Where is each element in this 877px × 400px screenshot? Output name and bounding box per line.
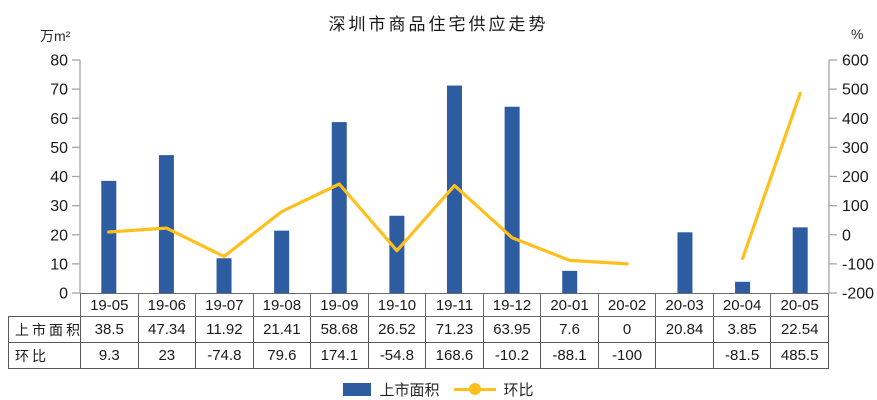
bar-19-06	[158, 155, 174, 293]
legend-item-bar: 上市面积	[343, 379, 440, 400]
right-axis-tick-label: -100	[842, 256, 874, 273]
right-axis-tick-label: 300	[842, 140, 869, 157]
month-label: 19-08	[252, 293, 312, 317]
table-cell: -10.2	[482, 342, 542, 369]
month-label: 20-02	[597, 293, 657, 317]
bar-19-09	[331, 122, 347, 293]
month-label: 19-06	[137, 293, 197, 317]
legend-line-label: 环比	[503, 381, 534, 399]
table-cell: 23	[137, 342, 197, 369]
bar-20-01	[562, 270, 578, 293]
table-corner-cell	[9, 294, 81, 317]
table-cell: 9.3	[80, 342, 139, 369]
table-cell: 63.95	[482, 316, 542, 343]
table-cell: 11.92	[195, 316, 254, 343]
table-cell: -88.1	[540, 342, 599, 369]
table-cell	[655, 342, 714, 369]
bar-19-08	[274, 230, 290, 293]
month-label: 19-07	[195, 293, 254, 317]
right-axis-tick-label: 400	[842, 111, 869, 128]
right-axis-tick-label: 600	[842, 53, 869, 70]
line-series-segment	[107, 182, 629, 266]
right-axis-tick-label: -200	[842, 286, 874, 303]
table-cell: 174.1	[310, 342, 369, 369]
table-cell: -74.8	[195, 342, 254, 369]
table-cell: 0	[597, 316, 657, 343]
legend-bar-label: 上市面积	[379, 381, 440, 399]
legend-line-marker-icon	[453, 382, 496, 396]
line-series-segment	[740, 91, 802, 261]
left-axis-tick-label: 10	[50, 256, 68, 273]
month-label: 19-09	[310, 293, 369, 317]
table-cell: 3.85	[712, 316, 772, 343]
left-axis-tick-label: 30	[50, 198, 68, 215]
table-row-listed-area: 上市面积 38.5 47.34 11.92 21.41 58.68 26.52 71.23 63…	[8, 316, 829, 343]
table-cell: -100	[597, 342, 657, 369]
month-label: 20-04	[712, 293, 772, 317]
table-cell: 58.68	[310, 316, 369, 343]
month-label: 19-12	[482, 293, 542, 317]
table-cell: 7.6	[540, 316, 599, 343]
table-row-header: 环比	[8, 342, 81, 369]
right-axis-tick-label: 500	[842, 82, 869, 99]
table-cell: -54.8	[367, 342, 427, 369]
month-label: 19-10	[367, 293, 427, 317]
left-axis-tick-label: 70	[50, 82, 68, 99]
bar-20-03	[677, 232, 693, 293]
table-cell: 168.6	[425, 342, 484, 369]
table-row-mom-change: 环比 9.3 23 -74.8 79.6 174.1 -54.8 168.6 -10.2 -88.…	[8, 342, 829, 369]
bar-20-05	[792, 227, 808, 293]
left-axis-tick-label: 50	[50, 140, 68, 157]
bar-19-07	[216, 258, 232, 293]
bar-19-12	[504, 106, 520, 293]
table-cell: 26.52	[367, 316, 427, 343]
month-label: 20-05	[770, 293, 829, 317]
bar-20-04	[735, 281, 751, 293]
left-axis-tick-label: 80	[50, 53, 68, 70]
bar-19-11	[447, 85, 462, 293]
left-axis-tick-label: 0	[59, 286, 68, 303]
right-axis-tick-label: 0	[842, 227, 851, 244]
chart-title: 深圳市商品住宅供应走势	[328, 15, 549, 34]
left-axis-tick-label: 40	[50, 169, 68, 186]
legend: 上市面积 环比	[0, 378, 877, 400]
table-row-months: 19-05 19-06 19-07 19-08 19-09 19-10 19-11 19-12…	[9, 293, 829, 317]
month-label: 20-03	[655, 293, 714, 317]
month-label: 19-11	[425, 293, 484, 317]
table-cell: 485.5	[770, 342, 829, 369]
right-axis-unit: %	[851, 26, 864, 42]
legend-bar-swatch-icon	[343, 382, 372, 396]
bar-19-10	[389, 215, 405, 293]
left-axis-tick-label: 20	[50, 227, 68, 244]
data-table: 19-05 19-06 19-07 19-08 19-09 19-10 19-11 19-12…	[8, 293, 829, 369]
month-label: 19-05	[80, 293, 139, 317]
table-cell: 20.84	[655, 316, 714, 343]
table-cell: 71.23	[425, 316, 484, 343]
left-axis-unit: 万m²	[40, 28, 71, 44]
table-cell: 21.41	[252, 316, 312, 343]
right-axis-tick-label: 200	[842, 169, 869, 186]
left-axis-tick-label: 60	[50, 111, 68, 128]
legend-item-line: 环比	[453, 379, 534, 400]
month-label: 20-01	[540, 293, 599, 317]
table-cell: 47.34	[137, 316, 197, 343]
bar-19-05	[101, 180, 117, 293]
table-row-header: 上市面积	[8, 316, 81, 343]
table-cell: -81.5	[712, 342, 772, 369]
table-cell: 22.54	[770, 316, 829, 343]
table-cell: 79.6	[252, 342, 312, 369]
table-cell: 38.5	[80, 316, 139, 343]
right-axis-tick-label: 100	[842, 198, 869, 215]
